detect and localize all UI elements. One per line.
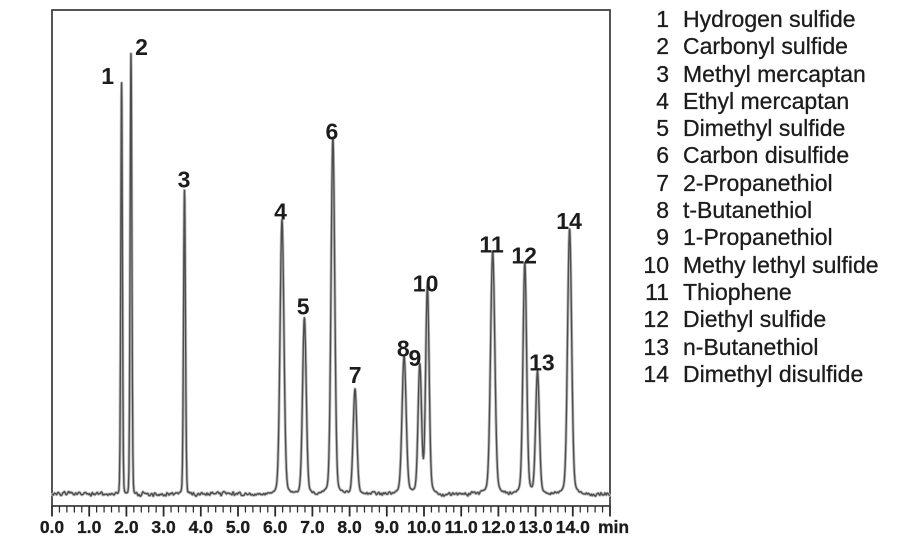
svg-text:11: 11 [479, 231, 504, 257]
svg-text:13: 13 [529, 349, 555, 375]
svg-text:1: 1 [101, 63, 114, 89]
svg-text:8.0: 8.0 [337, 517, 362, 537]
svg-text:10: 10 [413, 270, 439, 296]
svg-text:12: 12 [511, 242, 537, 268]
svg-text:9: 9 [409, 345, 422, 371]
svg-text:11.0: 11.0 [445, 517, 478, 537]
svg-text:14: 14 [556, 208, 582, 234]
svg-text:8: 8 [397, 335, 410, 361]
svg-text:2.0: 2.0 [114, 517, 139, 537]
svg-text:13.0: 13.0 [519, 517, 553, 537]
svg-text:3: 3 [178, 166, 191, 192]
svg-text:10.0: 10.0 [407, 517, 441, 537]
svg-text:1.0: 1.0 [77, 517, 102, 537]
svg-text:9.0: 9.0 [375, 517, 400, 537]
svg-text:5.0: 5.0 [226, 517, 251, 537]
svg-text:14.0: 14.0 [556, 517, 590, 537]
svg-text:7: 7 [349, 362, 362, 388]
svg-text:5: 5 [297, 293, 310, 319]
svg-text:4: 4 [274, 198, 287, 224]
svg-text:3.0: 3.0 [151, 517, 176, 537]
svg-text:min: min [598, 517, 629, 537]
svg-text:4.0: 4.0 [189, 517, 214, 537]
svg-text:6.0: 6.0 [263, 517, 288, 537]
svg-text:0.0: 0.0 [40, 517, 65, 537]
svg-text:7.0: 7.0 [300, 517, 325, 537]
svg-text:2: 2 [135, 34, 148, 60]
svg-text:6: 6 [326, 118, 339, 144]
svg-text:12.0: 12.0 [481, 517, 515, 537]
